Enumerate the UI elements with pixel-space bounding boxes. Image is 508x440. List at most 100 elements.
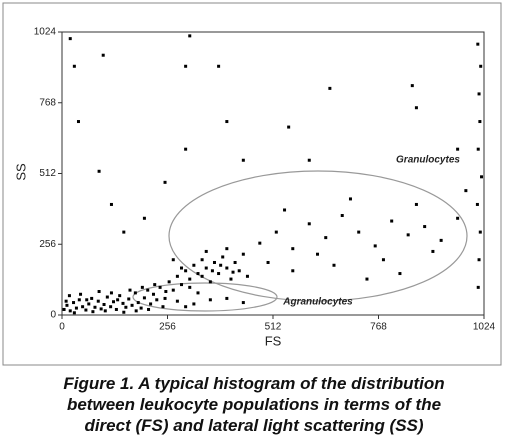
point	[208, 298, 212, 302]
point	[103, 309, 107, 313]
point	[72, 311, 76, 315]
point	[184, 269, 188, 273]
caption-line: Figure 1. A typical histogram of the dis…	[63, 374, 445, 393]
point	[128, 288, 132, 292]
point	[142, 216, 146, 220]
point	[390, 219, 394, 223]
point	[204, 249, 208, 253]
point	[81, 305, 85, 309]
point	[188, 277, 192, 281]
annotation: Agranulocytes	[282, 297, 353, 308]
point	[146, 288, 150, 292]
point	[241, 252, 245, 256]
point	[476, 42, 480, 46]
point	[241, 158, 245, 162]
chart: Granulocytes Agranulocytes FS SS 0 256 512…	[2, 2, 502, 366]
x-tick-label: 512	[265, 322, 282, 333]
point	[122, 230, 126, 234]
point	[175, 299, 179, 303]
point	[134, 309, 138, 313]
x-axis-label: FS	[265, 333, 282, 348]
point	[139, 306, 143, 310]
point	[109, 305, 113, 309]
point	[217, 272, 221, 276]
point	[200, 274, 204, 278]
point	[90, 296, 94, 300]
annotation: Granulocytes	[396, 155, 460, 166]
point	[414, 202, 418, 206]
y-tick-label: 1024	[34, 27, 57, 38]
point	[225, 120, 229, 124]
point	[365, 277, 369, 281]
point	[163, 180, 167, 184]
point	[225, 266, 229, 270]
point	[324, 236, 328, 240]
point	[175, 274, 179, 278]
point	[118, 294, 122, 298]
x-tick-label: 1024	[473, 322, 496, 333]
point	[184, 64, 188, 68]
point	[212, 260, 216, 264]
point	[245, 274, 249, 278]
point	[456, 216, 460, 220]
point	[68, 37, 72, 41]
x-tick-label: 768	[370, 322, 387, 333]
point	[163, 296, 167, 300]
point	[456, 147, 460, 151]
point	[291, 269, 295, 273]
point	[109, 291, 113, 295]
point	[74, 306, 78, 310]
point	[200, 258, 204, 262]
point	[155, 298, 159, 302]
point	[475, 202, 479, 206]
point	[87, 302, 91, 306]
point	[184, 305, 188, 309]
point	[266, 260, 270, 264]
point	[480, 175, 484, 179]
point	[381, 258, 385, 262]
point	[158, 285, 162, 289]
point	[348, 197, 352, 201]
point	[287, 125, 291, 129]
point	[93, 305, 97, 309]
point	[151, 292, 155, 296]
point	[340, 214, 344, 218]
point	[476, 285, 480, 289]
point	[357, 230, 361, 234]
point	[149, 302, 153, 306]
agranulocyte-gate	[132, 282, 278, 312]
point	[64, 299, 68, 303]
point	[274, 230, 278, 234]
point	[225, 247, 229, 251]
point	[219, 263, 223, 267]
point	[204, 266, 208, 270]
point	[196, 291, 200, 295]
point	[307, 222, 311, 226]
point	[225, 296, 229, 300]
x-tick-label: 0	[59, 322, 65, 333]
point	[114, 307, 118, 311]
point	[122, 310, 126, 314]
y-tick-label: 0	[50, 310, 56, 321]
point	[398, 272, 402, 276]
point	[109, 202, 113, 206]
point	[192, 302, 196, 306]
point	[479, 64, 483, 68]
point	[164, 290, 168, 294]
point	[97, 169, 101, 173]
point	[180, 266, 184, 270]
point	[184, 147, 188, 151]
point	[161, 305, 165, 309]
point	[142, 296, 146, 300]
point	[130, 303, 134, 307]
point	[85, 298, 89, 302]
point	[68, 309, 72, 313]
point	[316, 252, 320, 256]
point	[67, 294, 71, 298]
point	[76, 120, 80, 124]
point	[231, 270, 235, 274]
point	[96, 299, 100, 303]
point	[167, 280, 171, 284]
point	[62, 307, 66, 311]
figure-frame	[2, 2, 502, 366]
